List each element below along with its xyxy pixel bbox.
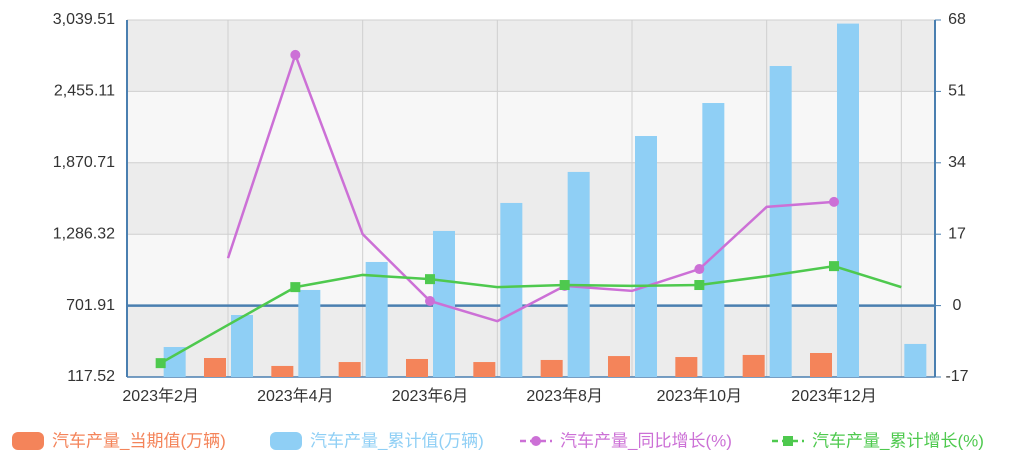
marker [155, 358, 166, 369]
y-tick-label: 2,455.11 [54, 83, 115, 100]
bar [810, 352, 832, 377]
y2-tick-label: 0 [953, 297, 962, 314]
bar [365, 261, 388, 377]
marker [290, 49, 301, 60]
bar [163, 347, 186, 377]
y2-tick-label: 34 [948, 154, 966, 171]
bar [406, 358, 428, 377]
legend-swatch [12, 432, 44, 450]
bar [204, 358, 226, 377]
bar [473, 362, 496, 377]
bar [675, 357, 698, 377]
y2-tick-label: 17 [948, 225, 966, 242]
y2-tick-label: 51 [948, 83, 966, 100]
legend-swatch [270, 432, 302, 450]
marker [694, 280, 705, 291]
plot-band [127, 91, 935, 163]
marker [425, 295, 435, 306]
plot-band [127, 305, 935, 377]
bar [231, 314, 253, 377]
y-tick-label: 117.52 [67, 368, 115, 385]
bar [837, 23, 859, 378]
bar [338, 362, 361, 377]
line [160, 264, 902, 365]
y-tick-label: 701.91 [66, 297, 115, 314]
x-tick-label: 2023年8月 [526, 387, 603, 405]
plot-band [127, 20, 935, 92]
bar [298, 289, 321, 377]
bar [567, 171, 590, 377]
legend-marker [531, 436, 541, 446]
line [226, 51, 835, 323]
y2-tick-label: -17 [945, 368, 968, 385]
y-tick-label: 1,870.71 [53, 154, 115, 171]
x-tick-label: 2023年4月 [257, 387, 334, 405]
bar [540, 359, 563, 377]
bar [500, 202, 523, 377]
marker [425, 274, 435, 285]
bar [702, 103, 725, 377]
bar [608, 356, 630, 377]
x-tick-label: 2023年12月 [791, 387, 876, 405]
legend-label: 汽车产量_累计增长(%) [812, 431, 984, 450]
bar [742, 354, 765, 377]
x-tick-label: 2023年2月 [122, 387, 199, 405]
legend-label: 汽车产量_同比增长(%) [560, 431, 732, 450]
y-tick-label: 1,286.32 [53, 225, 115, 242]
bar [271, 365, 294, 377]
marker [694, 264, 705, 275]
marker [290, 282, 301, 293]
legend-label: 汽车产量_累计值(万辆) [310, 431, 484, 450]
legend-marker [783, 436, 793, 446]
bar [904, 343, 927, 377]
bar [635, 136, 657, 377]
x-tick-label: 2023年10月 [657, 387, 742, 405]
bar [769, 66, 792, 378]
x-tick-label: 2023年6月 [392, 387, 469, 405]
plot-band [127, 162, 935, 235]
marker [829, 196, 839, 207]
y2-tick-label: 68 [948, 11, 966, 28]
y-tick-label: 3,039.51 [53, 11, 115, 28]
marker [829, 261, 839, 272]
marker [559, 280, 570, 291]
legend-label: 汽车产量_当期值(万辆) [52, 431, 226, 450]
